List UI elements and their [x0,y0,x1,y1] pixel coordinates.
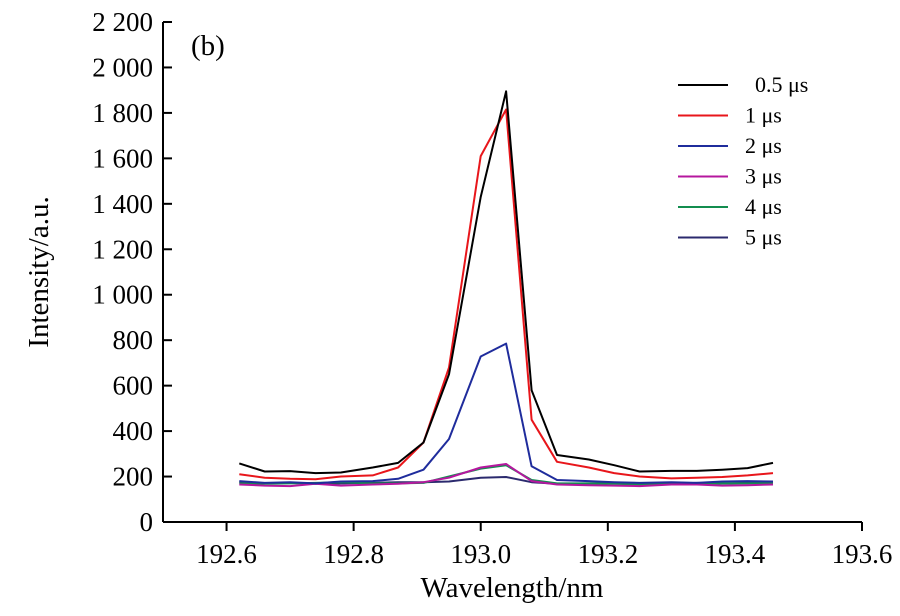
x-tick-label: 192.8 [323,539,384,569]
y-tick-label: 1 000 [92,280,153,310]
y-tick-label: 1 600 [92,143,153,173]
series-lines [238,90,774,488]
legend-label: 2 μs [745,133,782,158]
y-tick-label: 1 400 [92,189,153,219]
x-tick-label: 193.2 [577,539,638,569]
x-tick-label: 193.4 [705,539,766,569]
y-tick-label: 600 [113,371,154,401]
x-axis-ticks: 192.6 192.8 193.0 193.2 193.4 193.6 [196,522,892,569]
legend-label: 1 μs [745,103,782,128]
legend-label: 5 μs [745,225,782,250]
legend-label: 0.5 μs [755,72,808,97]
series-line-4 [239,463,774,488]
y-axis-ticks: 0 200 400 600 800 1 000 1 200 1 400 1 600 1 800 2 … [92,7,172,537]
legend-label: 4 μs [745,194,782,219]
y-axis-title: Intensity/a.u. [23,196,55,347]
y-tick-label: 2 200 [92,7,153,37]
y-tick-label: 2 000 [92,52,153,82]
x-tick-label: 192.6 [196,539,257,569]
y-tick-label: 0 [140,507,154,537]
y-tick-label: 200 [113,462,154,492]
series-line-1 [238,90,774,475]
series-line-5 [239,464,774,486]
y-tick-label: 1 800 [92,98,153,128]
y-tick-label: 800 [113,325,154,355]
panel-label: (b) [191,30,225,62]
x-tick-label: 193.6 [832,539,893,569]
legend-label: 3 μs [745,164,782,189]
y-tick-label: 1 200 [92,234,153,264]
x-tick-label: 193.0 [450,539,511,569]
series-line-3 [239,342,774,485]
plot-area: 0 200 400 600 800 1 000 1 200 1 400 1 600 1 800 2 … [92,7,892,569]
series-line-2 [239,108,774,481]
legend: 0.5 μs 1 μs 2 μs 3 μs 4 μs 5 μs [678,72,808,250]
y-tick-label: 400 [113,416,154,446]
x-axis-title: Wavelength/nm [421,572,604,604]
